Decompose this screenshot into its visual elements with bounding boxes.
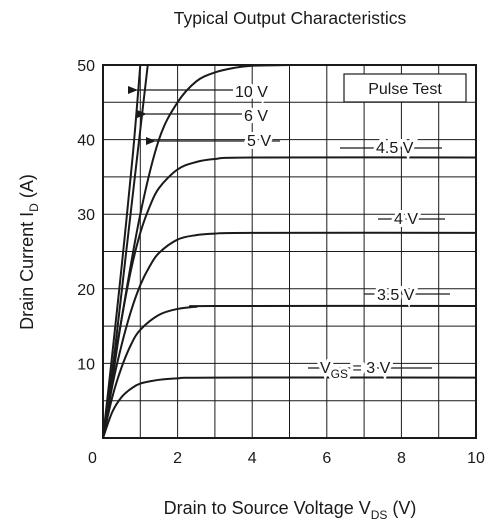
curve-label-3-5-v: 3.5 V <box>377 287 415 304</box>
curve-vgs-4-v <box>102 231 477 439</box>
curves <box>102 64 477 439</box>
y-tick-label: 20 <box>77 282 95 299</box>
y-axis-label-sub: D <box>27 203 41 212</box>
vgs-prefix: V <box>320 360 331 377</box>
curve-label-5-v: 5 V <box>247 133 271 150</box>
curve-vgs-3-v <box>102 376 477 439</box>
pulse-test-frame <box>343 73 467 103</box>
x-tick-label: 10 <box>467 450 485 467</box>
x-tick-label: 6 <box>322 450 331 467</box>
y-tick-label: 50 <box>77 58 95 75</box>
grid-lines <box>103 65 476 438</box>
y-tick-label: 10 <box>77 356 95 373</box>
curve-label-6-v: 6 V <box>244 108 268 125</box>
x-axis-label-unit: (V) <box>387 498 416 518</box>
pulse-test-box: Pulse Test <box>343 73 467 103</box>
curve-label-4-v: 4 V <box>394 211 418 228</box>
curve-vgs-10-v <box>102 64 142 439</box>
vgs-prefix-sub: GS <box>331 367 348 381</box>
vgs-value: 3 V <box>366 360 390 377</box>
x-axis-label-main: Drain to Source Voltage V <box>164 498 371 518</box>
pulse-test-label: Pulse Test <box>368 81 442 98</box>
curve-labels: 10 V 6 V 5 V 4.5 V 4 V 3.5 V VGS = 3 V <box>128 81 450 384</box>
y-tick-label: 30 <box>77 207 95 224</box>
x-tick-label: 8 <box>397 450 406 467</box>
x-tick-label: 0 <box>88 450 97 467</box>
curve-label-4-5-v: 4.5 V <box>376 140 414 157</box>
y-axis-label-unit: (A) <box>17 174 37 203</box>
curve-vgs-3-5-v <box>102 304 477 439</box>
curve-label-3-v: VGS = 3 V <box>320 360 391 381</box>
axis-ticks: 0 2 4 6 8 10 10 20 30 40 50 <box>77 58 485 467</box>
vgs-prefix-suffix: = <box>348 360 366 377</box>
y-axis-label: Drain Current ID (A) <box>17 174 41 330</box>
curve-vgs-4-5-v <box>102 156 477 439</box>
x-axis-label-sub: DS <box>371 508 388 522</box>
y-axis-label-main: Drain Current I <box>17 212 37 330</box>
curve-label-10-v: 10 V <box>235 84 268 101</box>
x-axis-label: Drain to Source Voltage VDS (V) <box>164 498 417 522</box>
x-tick-label: 4 <box>248 450 257 467</box>
y-tick-label: 40 <box>77 133 95 150</box>
x-tick-label: 2 <box>173 450 182 467</box>
chart-title: Typical Output Characteristics <box>174 8 407 28</box>
